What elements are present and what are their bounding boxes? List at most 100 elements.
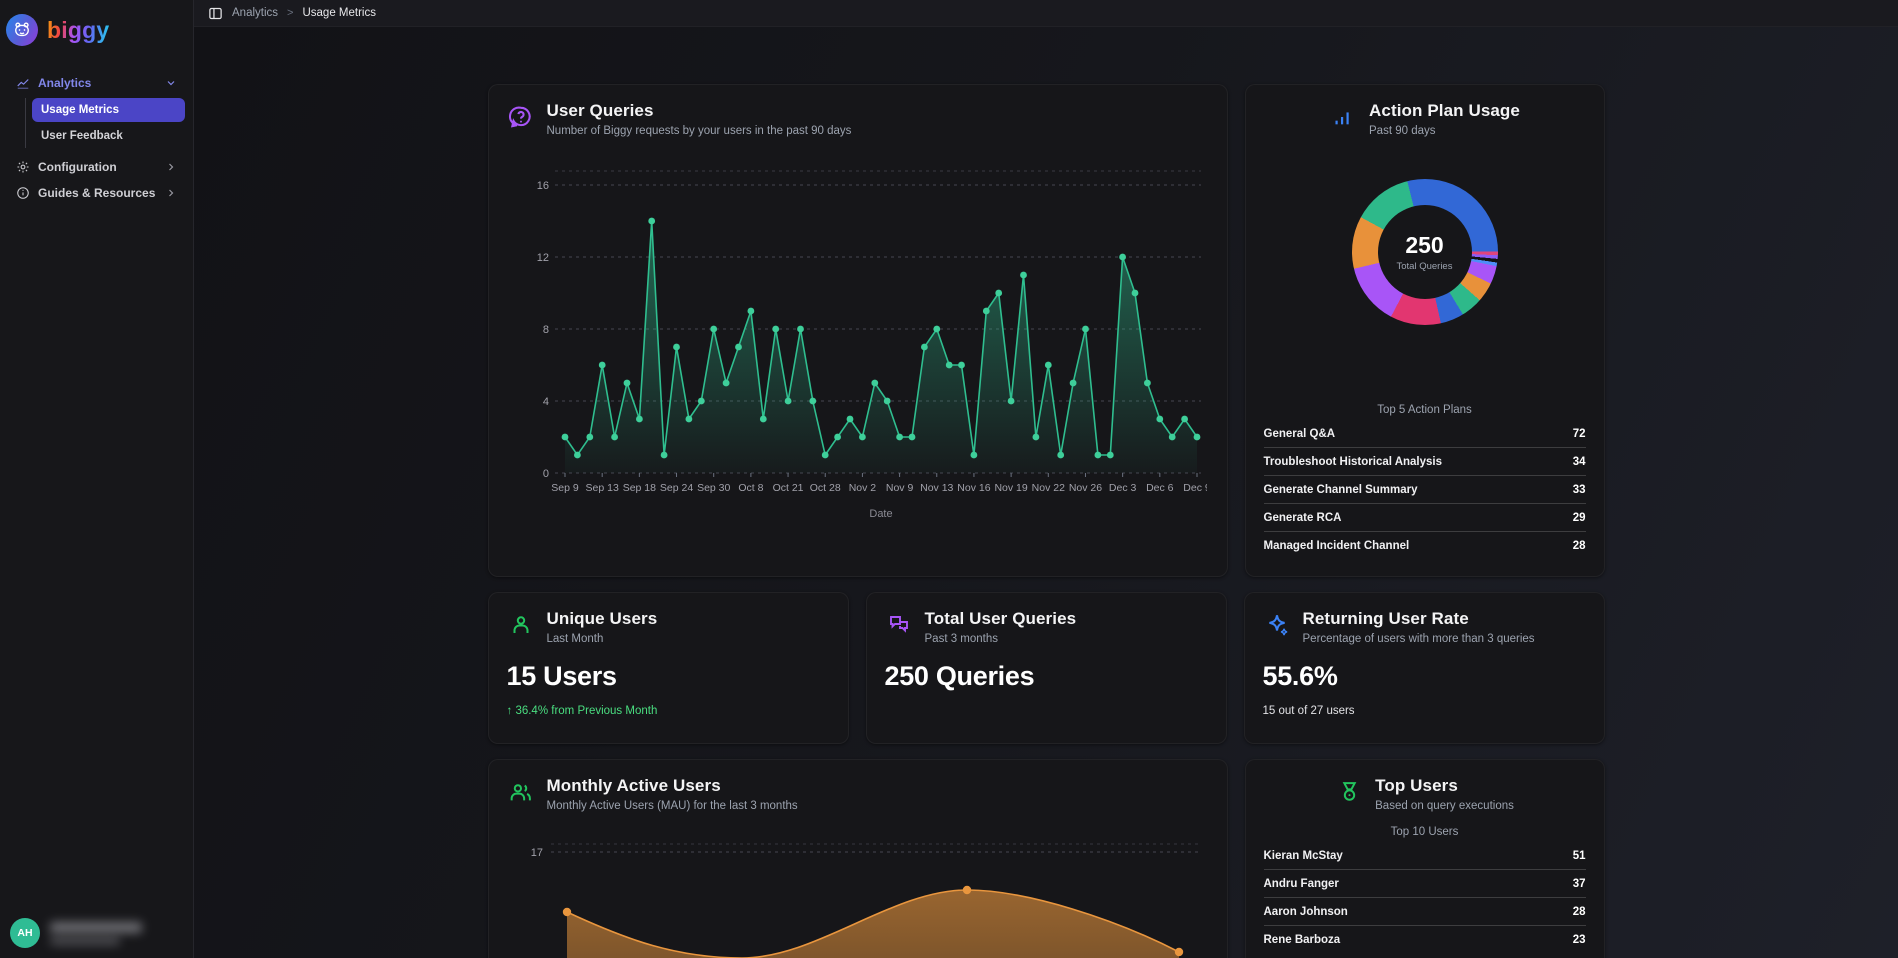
- list-title: Top 5 Action Plans: [1377, 404, 1472, 416]
- top-user-row: Kieran McStay 51: [1263, 842, 1586, 870]
- breadcrumb-separator: >: [287, 7, 294, 19]
- sidebar-item-guides-resources[interactable]: Guides & Resources: [8, 180, 185, 206]
- sidebar-item-usage-metrics[interactable]: Usage Metrics: [32, 98, 185, 122]
- analytics-subnav: Usage Metrics User Feedback: [25, 98, 185, 148]
- card-subtitle: Past 90 days: [1369, 125, 1436, 137]
- action-plan-row: Generate RCA 29: [1263, 504, 1586, 532]
- gear-icon: [17, 161, 29, 173]
- svg-text:Oct 21: Oct 21: [772, 482, 803, 494]
- sidebar-item-label: Guides & Resources: [38, 186, 156, 200]
- main-area: Analytics > Usage Metrics: [194, 0, 1898, 958]
- total-user-queries-card: Total User Queries Past 3 months 250 Que…: [865, 592, 1227, 744]
- card-title: Action Plan Usage: [1369, 101, 1520, 120]
- svg-text:Nov 26: Nov 26: [1068, 482, 1101, 494]
- svg-text:Dec 6: Dec 6: [1146, 482, 1174, 494]
- svg-text:4: 4: [542, 396, 548, 408]
- user-name-redacted: [50, 921, 142, 945]
- sidebar-nav: Analytics Usage Metrics User Feedback Co…: [0, 70, 193, 206]
- donut-total-label: Total Queries: [1396, 261, 1453, 272]
- donut-total: 250: [1405, 232, 1444, 258]
- action-plan-row: General Q&A 72: [1263, 420, 1586, 448]
- svg-text:Sep 24: Sep 24: [659, 482, 692, 494]
- card-title: Unique Users: [546, 609, 658, 628]
- person-icon: [507, 611, 535, 639]
- breadcrumb-bar: Analytics > Usage Metrics: [194, 0, 1898, 27]
- svg-text:Nov 9: Nov 9: [885, 482, 913, 494]
- top-user-row: Andru Fanger 37: [1263, 870, 1586, 898]
- card-subtitle: Last Month: [546, 633, 604, 645]
- card-subtitle: Based on query executions: [1375, 800, 1514, 812]
- sidebar-item-configuration[interactable]: Configuration: [8, 154, 185, 180]
- unique-users-card: Unique Users Last Month 15 Users ↑ 36.4%…: [487, 592, 849, 744]
- action-plan-donut-chart: 250 Total Queries: [1351, 179, 1498, 325]
- svg-text:8: 8: [542, 324, 548, 336]
- svg-text:0: 0: [542, 468, 548, 480]
- card-subtitle: Monthly Active Users (MAU) for the last …: [546, 800, 798, 812]
- returning-user-rate-card: Returning User Rate Percentage of users …: [1243, 592, 1605, 744]
- top-user-row: Rene Barboza 23: [1263, 934, 1586, 946]
- svg-text:17: 17: [530, 847, 542, 859]
- action-plan-row: Managed Incident Channel 28: [1263, 540, 1586, 552]
- svg-text:16: 16: [536, 180, 548, 192]
- user-menu[interactable]: AH: [10, 918, 142, 948]
- card-subtitle: Past 3 months: [924, 633, 999, 645]
- question-bubble-icon: [507, 103, 535, 131]
- svg-text:Sep 9: Sep 9: [551, 482, 579, 494]
- unique-users-value: 15 Users: [506, 661, 618, 691]
- top-users-card: Top Users Based on query executions Top …: [1244, 759, 1605, 958]
- info-circle-icon: [17, 187, 29, 199]
- avatar: AH: [10, 918, 40, 948]
- user-queries-card: User Queries Number of Biggy requests by…: [487, 84, 1228, 577]
- top-users-list: Top 10 Users Kieran McStay 51 Andru Fange…: [1263, 826, 1586, 954]
- sidebar-item-label: Analytics: [38, 76, 92, 90]
- svg-text:Nov 22: Nov 22: [1031, 482, 1064, 494]
- card-title: Returning User Rate: [1302, 609, 1469, 628]
- action-plan-row: Troubleshoot Historical Analysis 34: [1263, 448, 1586, 476]
- returning-rate-note: 15 out of 27 users: [1262, 705, 1355, 717]
- chevron-right-icon: [169, 189, 174, 197]
- list-title: Top 10 Users: [1390, 826, 1459, 838]
- svg-text:Nov 2: Nov 2: [848, 482, 876, 494]
- card-title: User Queries: [546, 101, 654, 120]
- svg-text:12: 12: [536, 252, 548, 264]
- returning-rate-value: 55.6%: [1262, 661, 1338, 691]
- chart-line-icon: [17, 79, 29, 89]
- medal-icon: [1335, 778, 1363, 806]
- breadcrumb-current: Usage Metrics: [302, 7, 376, 19]
- svg-text:Date: Date: [869, 508, 892, 520]
- card-title: Top Users: [1375, 776, 1458, 795]
- mau-area-chart: 17: [530, 843, 1199, 958]
- breadcrumb-analytics[interactable]: Analytics: [232, 7, 279, 19]
- svg-text:Nov 19: Nov 19: [994, 482, 1027, 494]
- card-title: Monthly Active Users: [546, 776, 721, 795]
- chat-bubbles-icon: [885, 611, 913, 639]
- brand-logo[interactable]: biggy: [0, 0, 193, 56]
- sidebar-toggle-icon[interactable]: [208, 6, 223, 21]
- card-subtitle: Percentage of users with more than 3 que…: [1302, 633, 1535, 645]
- chevron-right-icon: [169, 163, 174, 171]
- top-user-row: Aaron Johnson 28: [1263, 898, 1586, 926]
- svg-text:Sep 13: Sep 13: [585, 482, 618, 494]
- biggy-robot-icon: [6, 14, 38, 46]
- svg-text:Oct 8: Oct 8: [738, 482, 763, 494]
- total-queries-value: 250 Queries: [884, 661, 1035, 691]
- svg-text:Dec 9: Dec 9: [1183, 482, 1207, 494]
- card-title: Total User Queries: [924, 609, 1077, 628]
- card-subtitle: Number of Biggy requests by your users i…: [546, 125, 852, 137]
- svg-text:Oct 28: Oct 28: [809, 482, 840, 494]
- svg-text:Nov 13: Nov 13: [920, 482, 953, 494]
- top-action-plans-list: Top 5 Action Plans General Q&A 72 Trouble…: [1263, 404, 1586, 560]
- svg-text:Dec 3: Dec 3: [1108, 482, 1136, 494]
- monthly-active-users-card: Monthly Active Users Monthly Active User…: [487, 759, 1228, 958]
- sidebar-item-label: Configuration: [38, 160, 117, 174]
- sparkle-icon: [1263, 611, 1291, 639]
- sidebar-item-user-feedback[interactable]: User Feedback: [41, 130, 123, 142]
- unique-users-delta: ↑ 36.4% from Previous Month: [506, 705, 658, 717]
- users-group-icon: [507, 778, 535, 806]
- sidebar-item-analytics[interactable]: Analytics: [8, 70, 185, 96]
- action-plan-row: Generate Channel Summary 33: [1263, 476, 1586, 504]
- brand-name: biggy: [47, 16, 110, 43]
- user-queries-line-chart: 0 4 8 12 16 Sep 9 Sep 13 Sep 18 Sep 24 Sep 30 Oct …: [536, 170, 1207, 520]
- sidebar: biggy Analytics Usage Metrics User Feedb…: [0, 0, 194, 958]
